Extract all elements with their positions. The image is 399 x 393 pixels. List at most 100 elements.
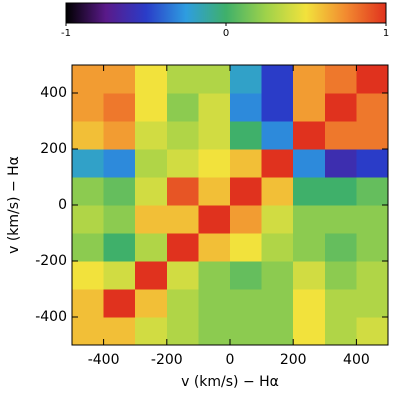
heatmap-cell bbox=[324, 65, 357, 94]
heatmap-cell bbox=[293, 205, 326, 234]
heatmap-cell bbox=[135, 289, 168, 318]
heatmap-cell bbox=[198, 289, 231, 318]
y-axis-label: v (km/s) − Hα bbox=[6, 156, 22, 254]
heatmap-cell bbox=[324, 317, 357, 346]
colorbar-tick-label: 1 bbox=[383, 28, 389, 39]
heatmap-cell bbox=[261, 149, 294, 178]
heatmap-cell bbox=[166, 177, 199, 206]
heatmap-cell bbox=[198, 121, 231, 150]
heatmap-cell bbox=[103, 149, 136, 178]
heatmap-cell bbox=[356, 149, 389, 178]
heatmap-cell bbox=[293, 317, 326, 346]
x-tick-label: -200 bbox=[151, 352, 183, 368]
x-tick-label: -400 bbox=[88, 352, 120, 368]
heatmap-cell bbox=[230, 289, 263, 318]
colorbar bbox=[65, 2, 387, 24]
heatmap-cell bbox=[103, 121, 136, 150]
heatmap-cell bbox=[230, 233, 263, 262]
heatmap-cell bbox=[72, 261, 105, 290]
heatmap-cell bbox=[293, 261, 326, 290]
x-tick-label: 200 bbox=[280, 352, 307, 368]
heatmap-cell bbox=[261, 233, 294, 262]
heatmap-cell bbox=[166, 289, 199, 318]
heatmap-cell bbox=[198, 317, 231, 346]
heatmap-cell bbox=[72, 93, 105, 122]
heatmap-cell bbox=[230, 121, 263, 150]
x-tick-label: 400 bbox=[343, 352, 370, 368]
heatmap-cell bbox=[230, 317, 263, 346]
heatmap-cell bbox=[72, 289, 105, 318]
heatmap-cell bbox=[261, 65, 294, 94]
heatmap-cell bbox=[356, 205, 389, 234]
colorbar-tick-label: -1 bbox=[61, 28, 71, 39]
heatmap-cell bbox=[103, 289, 136, 318]
y-tick-label: -400 bbox=[35, 309, 67, 325]
heatmap-cell bbox=[356, 65, 389, 94]
heatmap-cell bbox=[324, 205, 357, 234]
heatmap-cell bbox=[293, 233, 326, 262]
heatmap-cell bbox=[103, 177, 136, 206]
heatmap-cell bbox=[261, 93, 294, 122]
heatmap-cell bbox=[72, 149, 105, 178]
heatmap-cell bbox=[135, 205, 168, 234]
colorbar-tick-label: 0 bbox=[223, 28, 229, 39]
heatmap-cell bbox=[135, 177, 168, 206]
heatmap-cell bbox=[230, 205, 263, 234]
heatmap-cell bbox=[293, 177, 326, 206]
heatmap-cell bbox=[324, 149, 357, 178]
heatmap-cell bbox=[324, 289, 357, 318]
heatmap-cell bbox=[135, 93, 168, 122]
heatmap-cell bbox=[198, 233, 231, 262]
heatmap-cell bbox=[198, 93, 231, 122]
heatmap-cell bbox=[198, 149, 231, 178]
heatmap-cell bbox=[356, 289, 389, 318]
heatmap-cell bbox=[103, 233, 136, 262]
heatmap-cell bbox=[135, 121, 168, 150]
heatmap-cell bbox=[166, 93, 199, 122]
heatmap-cell bbox=[135, 149, 168, 178]
y-tick-label: 200 bbox=[40, 141, 67, 157]
heatmap-cell bbox=[261, 205, 294, 234]
heatmap-cell bbox=[135, 317, 168, 346]
heatmap-cell bbox=[356, 317, 389, 346]
heatmap-cell bbox=[135, 261, 168, 290]
heatmap-cell bbox=[324, 177, 357, 206]
heatmap-cell bbox=[293, 289, 326, 318]
heatmap-cell bbox=[72, 121, 105, 150]
heatmap-cell bbox=[166, 233, 199, 262]
heatmap-cell bbox=[230, 261, 263, 290]
heatmap-cell bbox=[293, 149, 326, 178]
heatmap-cell bbox=[261, 261, 294, 290]
heatmap-cell bbox=[230, 93, 263, 122]
y-tick-label: 0 bbox=[58, 197, 67, 213]
heatmap-cell bbox=[166, 317, 199, 346]
heatmap-cell bbox=[103, 317, 136, 346]
heatmap-cell bbox=[72, 177, 105, 206]
x-axis-label: v (km/s) − Hα bbox=[181, 374, 279, 390]
heatmap-cell bbox=[230, 177, 263, 206]
heatmap-cells bbox=[72, 65, 389, 346]
heatmap-cell bbox=[324, 233, 357, 262]
heatmap-cell bbox=[293, 65, 326, 94]
heatmap-cell bbox=[198, 205, 231, 234]
heatmap-cell bbox=[324, 261, 357, 290]
heatmap-cell bbox=[103, 65, 136, 94]
heatmap-cell bbox=[72, 317, 105, 346]
heatmap-cell bbox=[135, 233, 168, 262]
heatmap-cell bbox=[356, 93, 389, 122]
heatmap-cell bbox=[166, 205, 199, 234]
heatmap-cell bbox=[72, 65, 105, 94]
heatmap-cell bbox=[356, 177, 389, 206]
heatmap-cell bbox=[261, 289, 294, 318]
heatmap-cell bbox=[293, 121, 326, 150]
heatmap-cell bbox=[198, 177, 231, 206]
heatmap-cell bbox=[230, 149, 263, 178]
heatmap-cell bbox=[356, 233, 389, 262]
heatmap-cell bbox=[261, 121, 294, 150]
heatmap-cell bbox=[198, 261, 231, 290]
heatmap-cell bbox=[230, 65, 263, 94]
heatmap-cell bbox=[135, 65, 168, 94]
heatmap-cell bbox=[72, 205, 105, 234]
y-tick-label: -200 bbox=[35, 253, 67, 269]
heatmap-cell bbox=[103, 93, 136, 122]
